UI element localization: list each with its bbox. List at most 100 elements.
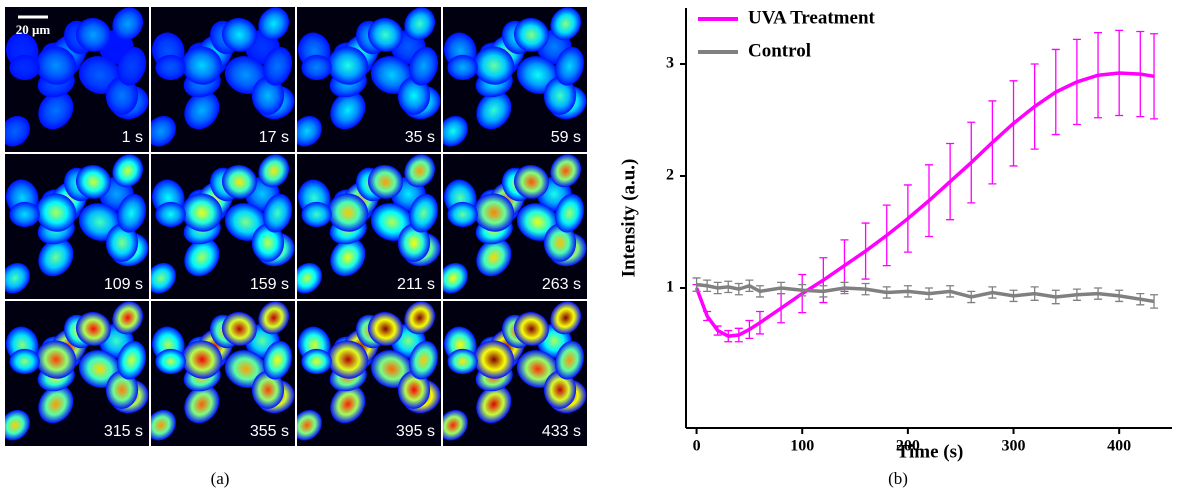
micrograph [151, 301, 295, 446]
frame-time: 35 s [405, 129, 435, 146]
micrograph [5, 301, 149, 446]
cell [112, 154, 144, 188]
cell [443, 115, 468, 147]
cell [473, 193, 515, 232]
frame-time: 109 s [104, 276, 143, 293]
micrograph [151, 154, 295, 299]
cell [397, 370, 431, 409]
micrograph [5, 7, 149, 152]
frame-time: 263 s [542, 276, 581, 293]
cell [404, 301, 436, 335]
legend-label: UVA Treatment [748, 7, 876, 28]
micrograph [5, 154, 149, 299]
cell [117, 193, 147, 233]
cell [258, 301, 290, 335]
cell [476, 385, 512, 424]
y-tick-label: 3 [666, 55, 674, 72]
cell [301, 348, 332, 375]
cell [555, 340, 585, 380]
cell [151, 115, 176, 147]
frame-time: 315 s [104, 423, 143, 440]
scale-bar-label: 20 μm [16, 22, 51, 37]
cell [550, 301, 582, 335]
cell [404, 7, 436, 41]
cell [330, 238, 366, 277]
cell [327, 46, 369, 85]
cell [151, 262, 176, 294]
cell [184, 385, 220, 424]
cell [327, 340, 369, 379]
micrograph [443, 301, 587, 446]
micrograph [297, 7, 441, 152]
cell [263, 193, 293, 233]
frame-time: 355 s [250, 423, 289, 440]
cell [251, 223, 285, 262]
data-line [696, 282, 1155, 304]
frame-time: 211 s [397, 276, 435, 293]
cell [105, 223, 139, 262]
caption: (a) [211, 469, 230, 488]
cell [112, 301, 144, 335]
error-bar [1150, 33, 1159, 120]
cell [443, 409, 468, 441]
cell [181, 46, 223, 85]
cell [404, 154, 436, 188]
cell [155, 54, 186, 81]
x-tick-label: 400 [1107, 438, 1131, 455]
cell [409, 46, 439, 86]
micrograph [297, 154, 441, 299]
cell [5, 262, 30, 294]
cell [221, 164, 257, 199]
cell [297, 262, 322, 294]
cell [297, 115, 322, 147]
cell [543, 370, 577, 409]
cell [367, 311, 403, 346]
cell [112, 7, 144, 41]
cell [184, 91, 220, 130]
cell [409, 193, 439, 233]
cell [555, 193, 585, 233]
cell [184, 238, 220, 277]
cell [75, 17, 111, 52]
cell [9, 54, 40, 81]
cell [105, 370, 139, 409]
cell [38, 385, 74, 424]
cell [409, 340, 439, 380]
cell [181, 340, 223, 379]
cell [301, 201, 332, 228]
cell [35, 46, 77, 85]
cell [5, 409, 30, 441]
cell [543, 223, 577, 262]
cell [151, 409, 176, 441]
cell [35, 193, 77, 232]
cell [476, 91, 512, 130]
cell [75, 311, 111, 346]
x-axis-label: Time (s) [897, 441, 964, 462]
cell [447, 201, 478, 228]
cell [155, 201, 186, 228]
cell [9, 201, 40, 228]
cell [263, 46, 293, 86]
error-bar [692, 277, 701, 293]
cell [330, 91, 366, 130]
x-tick-label: 300 [1002, 438, 1026, 455]
cell [251, 370, 285, 409]
cell [181, 193, 223, 232]
cell [447, 54, 478, 81]
y-tick-label: 1 [666, 279, 674, 296]
micrograph [443, 154, 587, 299]
micrograph [151, 7, 295, 152]
cell [38, 91, 74, 130]
frame-time: 59 s [551, 129, 581, 146]
cell [117, 46, 147, 86]
frame-time: 433 s [542, 423, 581, 440]
cell [473, 340, 515, 379]
frame-time: 395 s [396, 423, 435, 440]
error-bar [1150, 294, 1159, 309]
x-tick-label: 0 [693, 438, 701, 455]
legend-label: Control [748, 40, 811, 61]
cell [258, 7, 290, 41]
cell [397, 223, 431, 262]
cell [476, 238, 512, 277]
